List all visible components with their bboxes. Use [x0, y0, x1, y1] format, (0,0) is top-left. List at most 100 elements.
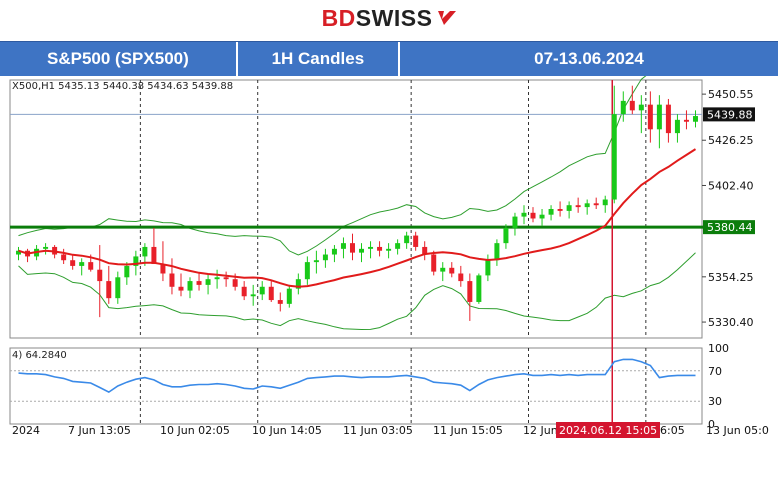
candle-body	[692, 116, 698, 122]
candle-body	[232, 279, 238, 287]
header-date-range: 07-13.06.2024	[534, 49, 644, 68]
lower-band-line	[18, 252, 696, 331]
event-time-box	[556, 422, 660, 438]
price-pane	[9, 79, 703, 339]
candle-body	[151, 246, 157, 265]
candle-body	[530, 212, 536, 219]
x-tick-label: 6:05	[660, 424, 685, 437]
brand-logo-swiss: SWISS	[355, 4, 433, 31]
candle-body	[494, 243, 500, 261]
candle-body	[359, 248, 365, 253]
upper-band-line	[18, 45, 696, 256]
price-chart: X500,H1 5435.13 5440.38 5434.63 5439.88 5…	[9, 45, 769, 438]
candle-body	[268, 286, 274, 301]
brand-logo: BDSWISS	[0, 0, 780, 36]
support-level-label: 5380.44	[707, 221, 753, 234]
candle-body	[187, 281, 193, 291]
candle-body	[503, 227, 509, 244]
candle-body	[674, 119, 680, 134]
candle-body	[683, 119, 689, 122]
candle-body	[250, 294, 256, 297]
current-price-box	[703, 107, 755, 122]
candle-body	[422, 246, 428, 255]
x-tick-label: 11 Jun 15:05	[433, 424, 503, 437]
candle-body	[647, 104, 653, 130]
candle-body	[566, 205, 572, 211]
candle-body	[322, 254, 328, 261]
candle-body	[277, 300, 283, 304]
candle-body	[331, 248, 337, 255]
candle-body	[620, 100, 626, 115]
candle-body	[584, 203, 590, 208]
candle-body	[404, 235, 410, 244]
candle-body	[449, 267, 455, 274]
current-price-label: 5439.88	[707, 108, 753, 121]
candle-body	[16, 250, 22, 255]
candle-body	[241, 286, 247, 297]
price-tick-label: 5354.25	[708, 271, 754, 284]
x-tick-label: 7 Jun 13:05	[68, 424, 131, 437]
x-tick-label: 11 Jun 03:05	[343, 424, 413, 437]
candle-body	[539, 214, 545, 219]
candle-body	[259, 286, 265, 295]
candle-body	[521, 212, 527, 217]
candle-body	[115, 277, 121, 299]
candle-body	[440, 267, 446, 272]
candle-body	[349, 243, 355, 253]
rsi-line	[18, 358, 696, 394]
candle-body	[205, 279, 211, 285]
candle-body	[61, 254, 67, 261]
rsi-pane	[9, 347, 703, 425]
brand-logo-text: BDSWISS	[322, 5, 433, 32]
candle-body	[106, 281, 112, 299]
x-tick-label: 10 Jun 14:05	[252, 424, 322, 437]
candle-body	[386, 248, 392, 251]
candle-body	[88, 262, 94, 270]
chart-frame: X500,H1 5435.13 5440.38 5434.63 5439.88 5…	[0, 45, 778, 476]
candle-body	[458, 273, 464, 282]
x-tick-label: 10 Jun 02:05	[160, 424, 230, 437]
x-tick-label: 12 Jun	[523, 424, 558, 437]
rsi-tick-label: 30	[708, 395, 722, 408]
candle-body	[340, 243, 346, 249]
candle-body	[395, 243, 401, 249]
candle-body	[413, 235, 419, 247]
candle-body	[638, 104, 644, 111]
candle-body	[467, 281, 473, 302]
price-tick-label: 5426.25	[708, 134, 754, 147]
candle-body	[557, 209, 563, 211]
candle-body	[656, 104, 662, 130]
candle-body	[295, 279, 301, 289]
candle-body	[70, 260, 76, 266]
candle-body	[124, 265, 130, 278]
candle-body	[313, 260, 319, 263]
candle-body	[611, 114, 617, 200]
rsi-tick-label: 0	[708, 418, 715, 431]
price-tick-label: 5450.55	[708, 88, 754, 101]
candle-body	[602, 199, 608, 206]
candle-body	[142, 246, 148, 257]
candles-group	[16, 85, 698, 321]
price-tick-label: 5330.40	[708, 316, 754, 329]
candle-body	[286, 288, 292, 304]
candle-body	[97, 269, 103, 282]
candle-body	[79, 262, 85, 266]
chart-header-bar: S&P500 (SPX500) 1H Candles 07-13.06.2024	[0, 41, 778, 76]
candle-body	[133, 256, 139, 266]
candle-body	[575, 205, 581, 208]
header-instrument: S&P500 (SPX500)	[0, 42, 238, 76]
rsi-tick-label: 70	[708, 365, 722, 378]
candle-body	[196, 281, 202, 285]
header-timeframe: 1H Candles	[238, 42, 400, 76]
candle-body	[43, 246, 49, 249]
price-info-line: X500,H1 5435.13 5440.38 5434.63 5439.88	[12, 81, 233, 92]
candle-body	[377, 246, 383, 251]
candle-body	[593, 203, 599, 206]
candle-body	[485, 260, 491, 276]
rsi-label: 4) 64.2840	[12, 350, 67, 361]
support-level-box	[703, 220, 755, 235]
candle-body	[512, 216, 518, 228]
candle-body	[629, 100, 635, 111]
candle-body	[160, 264, 166, 274]
candle-body	[178, 286, 184, 291]
